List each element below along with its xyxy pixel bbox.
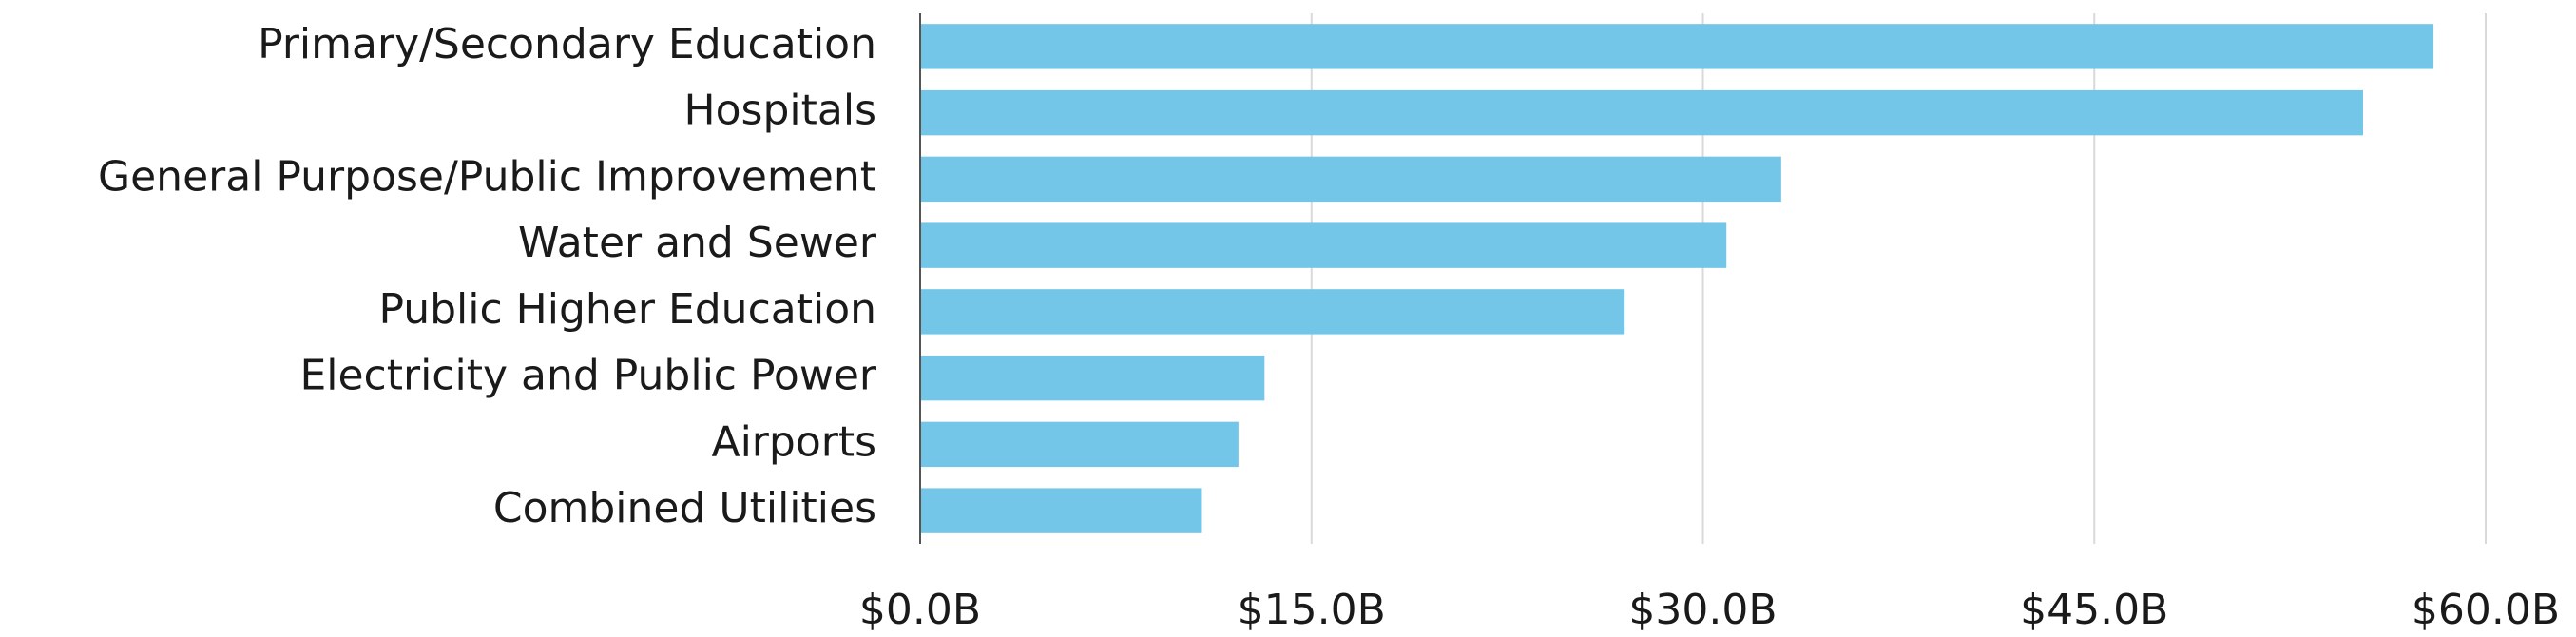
x-tick-label: $0.0B <box>859 586 981 634</box>
bar <box>920 289 1625 335</box>
y-tick-label: Water and Sewer <box>518 219 877 267</box>
x-tick-label: $60.0B <box>2412 586 2560 634</box>
y-tick-label: General Purpose/Public Improvement <box>98 152 876 201</box>
bar <box>920 488 1202 533</box>
bar <box>920 156 1781 203</box>
y-tick-label: Public Higher Education <box>378 285 876 334</box>
y-tick-label: Hospitals <box>684 87 876 135</box>
x-tick-label: $45.0B <box>2020 586 2168 634</box>
bar <box>920 355 1265 401</box>
bar <box>920 421 1239 468</box>
y-tick-label: Combined Utilities <box>493 484 876 532</box>
bar <box>920 222 1727 268</box>
y-tick-label: Electricity and Public Power <box>299 352 876 400</box>
y-tick-label: Primary/Secondary Education <box>258 20 876 68</box>
x-tick-label: $30.0B <box>1628 586 1777 634</box>
bar <box>920 24 2434 69</box>
y-tick-label: Airports <box>711 417 876 466</box>
x-tick-label: $15.0B <box>1238 586 1386 634</box>
bar <box>920 89 2363 136</box>
